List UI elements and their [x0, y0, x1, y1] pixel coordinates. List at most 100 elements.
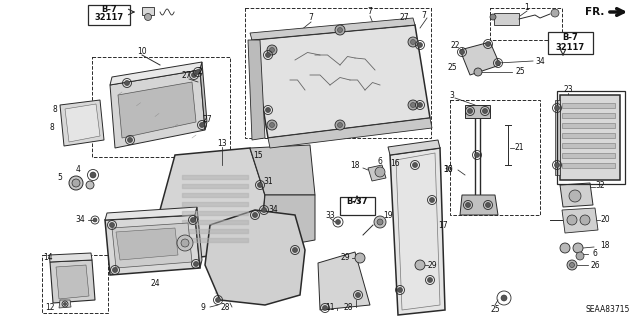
Polygon shape [59, 300, 71, 308]
Text: 32: 32 [595, 181, 605, 189]
Polygon shape [562, 123, 615, 128]
FancyBboxPatch shape [340, 197, 375, 215]
Text: 13: 13 [217, 138, 227, 147]
Text: 1: 1 [525, 4, 529, 12]
Text: 16: 16 [443, 166, 453, 174]
Circle shape [567, 260, 577, 270]
Circle shape [127, 137, 132, 143]
Polygon shape [555, 100, 560, 175]
Polygon shape [105, 215, 200, 275]
Text: 27: 27 [399, 13, 409, 23]
Circle shape [269, 122, 275, 128]
Polygon shape [560, 183, 593, 207]
Polygon shape [110, 70, 205, 148]
FancyBboxPatch shape [88, 5, 130, 25]
Circle shape [191, 218, 195, 222]
Circle shape [410, 102, 415, 108]
Circle shape [501, 295, 507, 301]
Circle shape [335, 219, 340, 225]
Polygon shape [65, 104, 100, 142]
Polygon shape [49, 253, 92, 262]
Polygon shape [562, 143, 615, 148]
Text: 34: 34 [75, 216, 85, 225]
Circle shape [580, 215, 590, 225]
Polygon shape [268, 118, 432, 148]
Circle shape [486, 41, 490, 47]
Circle shape [467, 108, 472, 114]
Text: 29: 29 [427, 261, 437, 270]
Circle shape [375, 167, 385, 177]
Circle shape [465, 203, 470, 207]
Circle shape [486, 203, 490, 207]
Polygon shape [160, 148, 265, 260]
Circle shape [253, 212, 257, 218]
Circle shape [474, 68, 482, 76]
Polygon shape [118, 82, 196, 138]
Text: 15: 15 [253, 151, 263, 160]
Circle shape [355, 293, 360, 298]
Circle shape [429, 197, 435, 203]
Circle shape [337, 122, 342, 128]
Circle shape [374, 216, 386, 228]
Polygon shape [390, 148, 445, 315]
Circle shape [86, 181, 94, 189]
Circle shape [428, 278, 433, 283]
Polygon shape [562, 113, 615, 118]
Polygon shape [388, 140, 440, 155]
Text: 3: 3 [449, 91, 454, 100]
Circle shape [576, 252, 584, 260]
Circle shape [69, 176, 83, 190]
Text: 30: 30 [443, 166, 453, 174]
Circle shape [337, 27, 342, 33]
Circle shape [355, 253, 365, 263]
Text: 14: 14 [43, 254, 53, 263]
Text: 34: 34 [268, 205, 278, 214]
Text: 18: 18 [600, 241, 610, 249]
Text: 34: 34 [535, 56, 545, 65]
Text: 2: 2 [198, 68, 202, 77]
Text: 11: 11 [325, 303, 335, 313]
Circle shape [377, 219, 383, 225]
Polygon shape [318, 252, 370, 310]
Text: 7: 7 [367, 8, 372, 17]
Polygon shape [112, 223, 192, 268]
Text: B-7: B-7 [562, 33, 578, 42]
Text: SEAA83715: SEAA83715 [585, 306, 629, 315]
Text: 12: 12 [45, 303, 55, 313]
Circle shape [554, 162, 559, 167]
Polygon shape [195, 207, 202, 268]
Circle shape [495, 61, 500, 65]
Text: 21: 21 [515, 144, 524, 152]
Circle shape [415, 260, 425, 270]
Text: 32117: 32117 [556, 42, 584, 51]
Text: 28: 28 [220, 303, 230, 313]
Text: B-7: B-7 [101, 5, 117, 14]
Circle shape [335, 120, 345, 130]
Circle shape [335, 25, 345, 35]
Text: 19: 19 [383, 211, 393, 219]
Text: 17: 17 [438, 220, 448, 229]
Polygon shape [248, 40, 265, 140]
Circle shape [113, 268, 118, 272]
Circle shape [266, 53, 271, 57]
Text: 31: 31 [263, 177, 273, 187]
Text: 27: 27 [202, 115, 212, 124]
Text: B-37: B-37 [346, 197, 368, 206]
Text: 7: 7 [308, 13, 314, 23]
Polygon shape [562, 208, 598, 233]
Text: 29: 29 [340, 254, 350, 263]
Circle shape [193, 262, 198, 266]
Circle shape [560, 243, 570, 253]
Text: 8: 8 [52, 106, 58, 115]
Circle shape [483, 108, 488, 114]
Circle shape [323, 306, 328, 310]
Circle shape [408, 100, 418, 110]
Circle shape [569, 190, 581, 202]
Text: 25: 25 [447, 63, 457, 72]
Circle shape [63, 302, 67, 306]
Circle shape [554, 106, 559, 110]
Circle shape [266, 108, 271, 113]
Polygon shape [60, 100, 104, 146]
Text: 10: 10 [137, 48, 147, 56]
Text: 23: 23 [563, 85, 573, 94]
